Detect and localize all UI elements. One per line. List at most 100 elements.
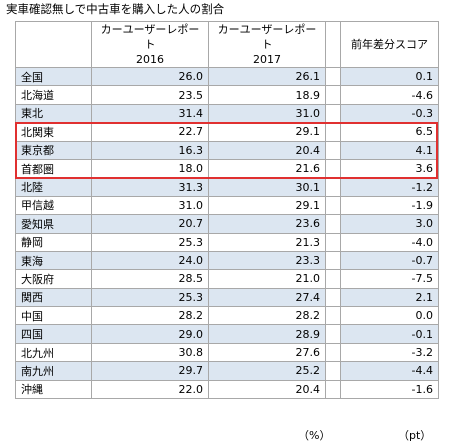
value-2017-cell: 29.1 — [208, 195, 326, 216]
region-cell: 北九州 — [15, 342, 92, 363]
table-row: 四国 29.0 28.9 -0.1 — [15, 324, 439, 344]
diff-cell: -4.4 — [340, 361, 439, 381]
value-2016-cell: 31.3 — [91, 177, 209, 197]
region-cell: 関西 — [15, 287, 92, 308]
region-cell: 甲信越 — [15, 195, 92, 216]
spacer-cell — [325, 103, 341, 124]
header-row: カーユーザーレポート 2016 カーユーザーレポート 2017 前年差分スコア — [15, 21, 439, 68]
value-2017-cell: 23.3 — [208, 250, 326, 271]
header-region — [15, 21, 92, 68]
table-row: 甲信越 31.0 29.1 -1.9 — [15, 195, 439, 216]
diff-cell: 4.1 — [340, 140, 439, 160]
value-2017-cell: 20.4 — [208, 140, 326, 160]
diff-cell: -1.9 — [340, 195, 439, 216]
header-2016: カーユーザーレポート 2016 — [91, 21, 209, 68]
spacer-cell — [325, 342, 341, 363]
table-row: 沖縄 22.0 20.4 -1.6 — [15, 379, 439, 400]
table-row: 愛知県 20.7 23.6 3.0 — [15, 214, 439, 234]
table-row: 関西 25.3 27.4 2.1 — [15, 287, 439, 308]
value-2017-cell: 25.2 — [208, 361, 326, 381]
table-row: 北九州 30.8 27.6 -3.2 — [15, 342, 439, 363]
table-row: 南九州 29.7 25.2 -4.4 — [15, 361, 439, 381]
spacer-column — [325, 21, 341, 68]
value-2016-cell: 30.8 — [91, 342, 209, 363]
table-row: 北海道 23.5 18.9 -4.6 — [15, 85, 439, 105]
region-cell: 東海 — [15, 250, 92, 271]
value-2016-cell: 28.5 — [91, 269, 209, 289]
region-cell: 大阪府 — [15, 269, 92, 289]
region-cell: 四国 — [15, 324, 92, 344]
spacer-cell — [325, 361, 341, 381]
table-row: 東京都 16.3 20.4 4.1 — [15, 140, 439, 160]
table-row: 北陸 31.3 30.1 -1.2 — [15, 177, 439, 197]
diff-cell: -4.0 — [340, 232, 439, 252]
value-2017-cell: 30.1 — [208, 177, 326, 197]
diff-cell: 3.6 — [340, 158, 439, 179]
value-2017-cell: 27.4 — [208, 287, 326, 308]
value-2016-cell: 29.7 — [91, 361, 209, 381]
diff-cell: -3.2 — [340, 342, 439, 363]
spacer-cell — [325, 66, 341, 87]
value-2016-cell: 16.3 — [91, 140, 209, 160]
region-cell: 南九州 — [15, 361, 92, 381]
table-row: 中国 28.2 28.2 0.0 — [15, 306, 439, 326]
value-2017-cell: 31.0 — [208, 103, 326, 124]
header-diff: 前年差分スコア — [340, 21, 439, 68]
value-2017-cell: 20.4 — [208, 379, 326, 400]
value-2017-cell: 18.9 — [208, 85, 326, 105]
spacer-cell — [325, 250, 341, 271]
value-2017-cell: 28.9 — [208, 324, 326, 344]
region-cell: 沖縄 — [15, 379, 92, 400]
region-cell: 北関東 — [15, 122, 92, 142]
spacer-cell — [325, 324, 341, 344]
spacer-cell — [325, 379, 341, 400]
table-row: 全国 26.0 26.1 0.1 — [15, 66, 439, 87]
region-cell: 静岡 — [15, 232, 92, 252]
diff-cell: -7.5 — [340, 269, 439, 289]
diff-cell: 3.0 — [340, 214, 439, 234]
unit-percent: （%） — [298, 429, 331, 442]
spacer-cell — [325, 140, 341, 160]
diff-cell: -0.3 — [340, 103, 439, 124]
spacer-cell — [325, 306, 341, 326]
unit-points: （pt） — [398, 429, 432, 442]
value-2017-cell: 21.0 — [208, 269, 326, 289]
diff-cell: 6.5 — [340, 122, 439, 142]
region-cell: 首都圏 — [15, 158, 92, 179]
diff-cell: -0.7 — [340, 250, 439, 271]
spacer-cell — [325, 122, 341, 142]
value-2016-cell: 24.0 — [91, 250, 209, 271]
value-2016-cell: 31.4 — [91, 103, 209, 124]
table-title: 実車確認無しで中古車を購入した人の割合 — [6, 2, 225, 16]
value-2016-cell: 31.0 — [91, 195, 209, 216]
table-body: 全国 26.0 26.1 0.1 北海道 23.5 18.9 -4.6 東北 31.4 31.0 -0… — [15, 66, 439, 400]
table-row: 大阪府 28.5 21.0 -7.5 — [15, 269, 439, 289]
value-2017-cell: 21.6 — [208, 158, 326, 179]
spacer-cell — [325, 158, 341, 179]
spacer-cell — [325, 214, 341, 234]
table-row: 静岡 25.3 21.3 -4.0 — [15, 232, 439, 252]
region-cell: 愛知県 — [15, 214, 92, 234]
value-2016-cell: 23.5 — [91, 85, 209, 105]
value-2017-cell: 23.6 — [208, 214, 326, 234]
region-cell: 東京都 — [15, 140, 92, 160]
value-2017-cell: 27.6 — [208, 342, 326, 363]
spacer-cell — [325, 177, 341, 197]
value-2016-cell: 18.0 — [91, 158, 209, 179]
diff-cell: 2.1 — [340, 287, 439, 308]
value-2016-cell: 29.0 — [91, 324, 209, 344]
spacer-cell — [325, 232, 341, 252]
value-2016-cell: 22.7 — [91, 122, 209, 142]
diff-cell: -0.1 — [340, 324, 439, 344]
spacer-cell — [325, 269, 341, 289]
region-cell: 北陸 — [15, 177, 92, 197]
value-2017-cell: 26.1 — [208, 66, 326, 87]
spacer-cell — [325, 195, 341, 216]
diff-cell: -4.6 — [340, 85, 439, 105]
value-2017-cell: 28.2 — [208, 306, 326, 326]
value-2016-cell: 20.7 — [91, 214, 209, 234]
survey-table: カーユーザーレポート 2016 カーユーザーレポート 2017 前年差分スコア … — [15, 21, 439, 400]
table-row: 首都圏 18.0 21.6 3.6 — [15, 158, 439, 179]
diff-cell: -1.2 — [340, 177, 439, 197]
value-2016-cell: 28.2 — [91, 306, 209, 326]
